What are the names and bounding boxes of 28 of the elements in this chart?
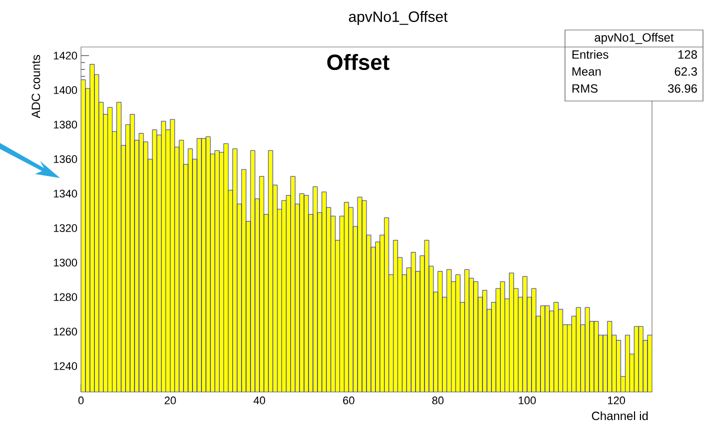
y-tick-label: 1340 bbox=[54, 190, 78, 198]
y-tick-label: 1320 bbox=[54, 224, 78, 232]
y-tick-label: 1380 bbox=[54, 120, 78, 129]
y-tick-label: 1360 bbox=[54, 155, 78, 164]
text: 36.96 bbox=[668, 84, 697, 93]
y-axis-title: ADC counts bbox=[32, 54, 40, 118]
x-tick-label: 60 bbox=[343, 396, 354, 404]
annotation: Mean bbox=[572, 67, 601, 76]
x-tick-label: 20 bbox=[164, 396, 176, 404]
x-tick-label: 0 bbox=[78, 396, 84, 404]
y-tick-label: 1420 bbox=[54, 52, 78, 60]
y-tick-label: 1400 bbox=[54, 86, 78, 94]
x-tick-label: 80 bbox=[432, 396, 444, 404]
text: apvNo1_Offset bbox=[594, 32, 674, 44]
annotation: RMS bbox=[572, 84, 598, 93]
x-tick-label: 120 bbox=[608, 396, 626, 404]
y-tick-label: 1280 bbox=[54, 293, 78, 302]
y-tick-label: 1260 bbox=[54, 328, 78, 336]
x-axis-title: Channel id bbox=[592, 411, 648, 420]
text: 62.3 bbox=[674, 67, 697, 76]
annotation: Offset bbox=[327, 54, 390, 70]
x-tick-label: 100 bbox=[518, 396, 536, 404]
y-tick-label: 1240 bbox=[54, 362, 78, 370]
y-tick-label: 1300 bbox=[54, 258, 78, 267]
text: 128 bbox=[678, 50, 697, 59]
chart-title: apvNo1_Offset bbox=[348, 11, 448, 25]
annotation: Entries bbox=[572, 50, 608, 59]
x-tick-label: 40 bbox=[254, 396, 266, 404]
